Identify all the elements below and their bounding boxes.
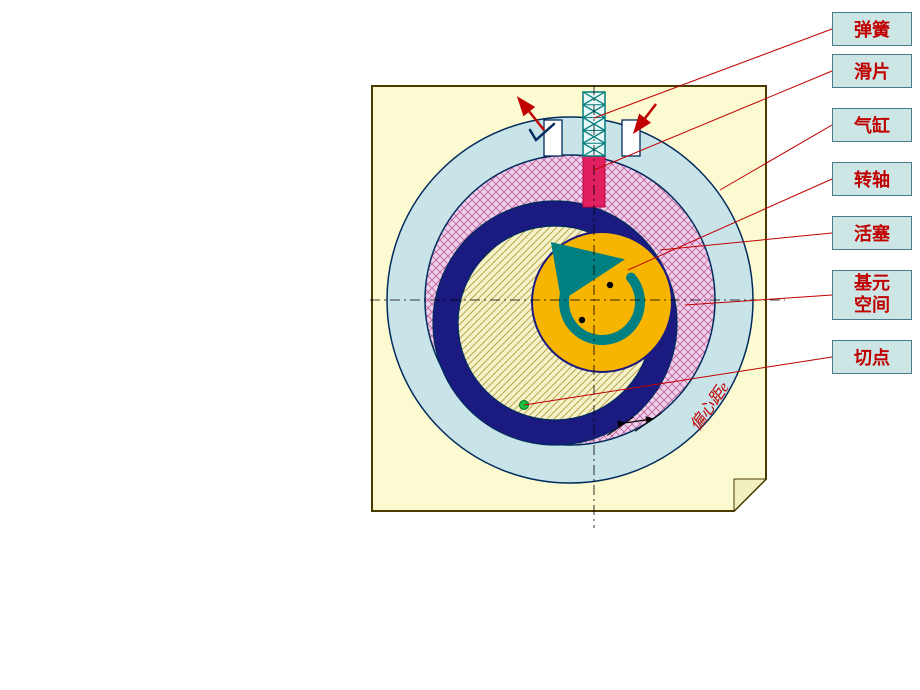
label-shaft: 转轴 — [832, 162, 912, 196]
label-chamber: 基元 空间 — [832, 270, 912, 320]
label-cyl: 气缸 — [832, 108, 912, 142]
diagram-svg: 偏心距e — [0, 0, 920, 690]
label-piston: 活塞 — [832, 216, 912, 250]
label-tangent: 切点 — [832, 340, 912, 374]
canvas: 偏心距e 弹簧滑片气缸转轴活塞基元 空间切点 — [0, 0, 920, 690]
label-spring: 弹簧 — [832, 12, 912, 46]
label-vane: 滑片 — [832, 54, 912, 88]
